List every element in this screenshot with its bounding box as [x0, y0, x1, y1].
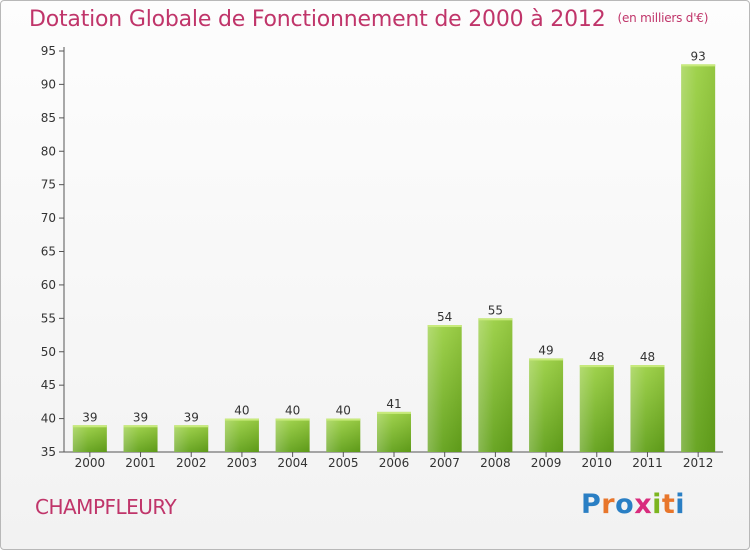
- y-tick-label: 90: [41, 77, 56, 91]
- y-tick-label: 65: [41, 245, 56, 259]
- bar-top-highlight: [224, 418, 259, 421]
- bar-shine: [275, 418, 310, 452]
- data-label: 49: [538, 343, 553, 357]
- x-axis: 2000 2001 2002 2003 2004 2005 2006 2007 2008 2009…: [64, 451, 723, 470]
- bar-shine: [377, 411, 411, 452]
- y-tick-label: 95: [41, 44, 56, 58]
- data-label: 48: [589, 350, 604, 364]
- y-tick-label: 85: [41, 111, 56, 125]
- bar-shine: [478, 318, 513, 452]
- data-label: 39: [82, 410, 97, 424]
- bar-top-highlight: [529, 358, 564, 361]
- bar-top-highlight: [427, 325, 462, 328]
- bar-top-highlight: [478, 318, 513, 321]
- data-label: 39: [133, 410, 148, 424]
- x-tick-label: 2003: [227, 456, 258, 470]
- bar-top-highlight: [275, 418, 310, 421]
- chart-title: Dotation Globale de Fonctionnement de 20…: [29, 7, 708, 32]
- proxiti-logo[interactable]: Proxiti: [581, 489, 685, 520]
- brand-letter: i: [652, 489, 662, 520]
- data-label: 41: [386, 397, 401, 411]
- commune-name: CHAMPFLEURY: [35, 495, 177, 519]
- data-label: 54: [437, 310, 452, 324]
- bars: [72, 64, 716, 452]
- bar-top-highlight: [681, 64, 716, 67]
- bar-top-highlight: [377, 411, 411, 414]
- brand-letter: x: [634, 489, 653, 520]
- bar-top-highlight: [72, 425, 107, 428]
- x-tick-label: 2007: [429, 456, 460, 470]
- bar-top-highlight: [630, 365, 665, 368]
- data-label: 40: [285, 404, 300, 418]
- y-tick-label: 35: [41, 445, 56, 459]
- bar-top-highlight: [326, 418, 361, 421]
- y-axis: 35 40 45 50 55 60 65 70 75 80 85 90 95: [41, 44, 65, 459]
- data-label: 40: [336, 404, 351, 418]
- x-tick-label: 2002: [176, 456, 207, 470]
- bar-top-highlight: [174, 425, 209, 428]
- y-tick-label: 55: [41, 311, 56, 325]
- bar-shine: [224, 418, 259, 452]
- data-label: 39: [184, 410, 199, 424]
- data-label: 93: [691, 49, 706, 63]
- brand-letter: r: [601, 489, 616, 520]
- bar-shine: [529, 358, 564, 452]
- bar-shine: [630, 365, 665, 452]
- y-tick-label: 50: [41, 345, 56, 359]
- y-tick-label: 40: [41, 412, 56, 426]
- bar-top-highlight: [123, 425, 158, 428]
- bar-shine: [427, 325, 462, 452]
- bar-shine: [681, 64, 716, 452]
- y-tick-label: 75: [41, 178, 56, 192]
- x-tick-label: 2004: [277, 456, 308, 470]
- bar-top-highlight: [579, 365, 614, 368]
- x-tick-label: 2009: [531, 456, 562, 470]
- data-label: 55: [488, 303, 503, 317]
- x-tick-label: 2008: [480, 456, 511, 470]
- x-tick-label: 2005: [328, 456, 359, 470]
- bar-shine: [174, 425, 209, 452]
- data-label: 40: [234, 404, 249, 418]
- x-tick-label: 2012: [683, 456, 714, 470]
- y-tick-label: 70: [41, 211, 56, 225]
- x-tick-label: 2010: [581, 456, 612, 470]
- y-tick-label: 80: [41, 144, 56, 158]
- bar-shine: [326, 418, 361, 452]
- bar-shine: [72, 425, 107, 452]
- x-tick-label: 2000: [75, 456, 106, 470]
- x-tick-label: 2011: [632, 456, 663, 470]
- bar-shine: [123, 425, 158, 452]
- data-labels: 39 39 39 40 40 40 41 54 55 49 48 48 93: [82, 49, 706, 424]
- y-tick-label: 45: [41, 378, 56, 392]
- data-label: 48: [640, 350, 655, 364]
- bar-shine: [579, 365, 614, 452]
- brand-letter: o: [615, 489, 635, 520]
- chart-title-text: Dotation Globale de Fonctionnement de 20…: [29, 7, 606, 32]
- x-tick-label: 2006: [379, 456, 410, 470]
- brand-letter: P: [581, 489, 602, 520]
- x-tick-label: 2001: [125, 456, 156, 470]
- brand-letter: t: [661, 489, 676, 520]
- chart-unit: (en milliers d'€): [617, 11, 709, 25]
- y-tick-label: 60: [41, 278, 56, 292]
- brand-letter: i: [675, 489, 686, 520]
